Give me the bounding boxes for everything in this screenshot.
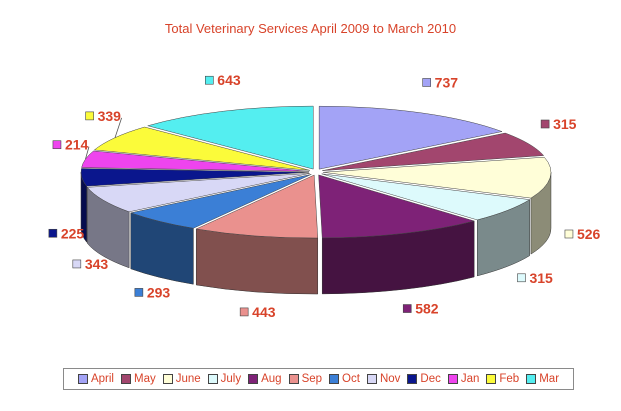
legend-item-june: June xyxy=(162,373,201,385)
label-swatch-may xyxy=(540,119,550,129)
legend-label: Nov xyxy=(379,373,401,385)
legend-swatch xyxy=(526,374,537,384)
legend-swatch xyxy=(329,374,340,384)
pie-slice-may xyxy=(322,132,545,171)
label-swatch-mar xyxy=(205,75,214,85)
leader-lines xyxy=(85,117,122,160)
legend-swatch xyxy=(120,374,131,384)
data-label-may: 315 xyxy=(553,116,577,132)
pie-slice-mar xyxy=(146,105,314,170)
chart-title: Total Veterinary Services April 2009 to … xyxy=(164,21,457,36)
legend-label: Sep xyxy=(301,373,323,385)
legend-label: Oct xyxy=(342,373,360,385)
legend-swatch xyxy=(447,374,458,384)
data-label-mar: 643 xyxy=(217,72,241,88)
chart-legend: April May June July Aug Sep Oct Nov Dec Jan Feb Mar xyxy=(63,368,574,390)
legend-swatch xyxy=(407,374,418,384)
legend-label: April xyxy=(90,373,114,385)
legend-swatch xyxy=(207,374,218,384)
data-label-oct: 293 xyxy=(147,284,171,300)
label-swatch-june xyxy=(564,229,574,239)
legend-item-dec: Dec xyxy=(407,373,441,385)
legend-item-mar: Mar xyxy=(526,373,559,385)
legend-label: July xyxy=(220,373,242,385)
pie-slice-june xyxy=(322,156,552,199)
legend-label: Jan xyxy=(460,373,480,385)
legend-item-sep: Sep xyxy=(288,373,323,385)
legend-item-oct: Oct xyxy=(329,373,360,385)
pie-top-faces xyxy=(80,105,552,239)
legend-label: May xyxy=(133,373,156,385)
legend-item-aug: Aug xyxy=(248,373,282,385)
label-swatch-dec xyxy=(48,228,58,238)
data-label-aug: 582 xyxy=(415,301,439,317)
legend-swatch xyxy=(366,374,377,384)
legend-item-july: July xyxy=(207,373,242,385)
data-label-feb: 339 xyxy=(98,108,122,124)
label-swatch-sep xyxy=(239,307,249,317)
pie-slice-july xyxy=(321,173,531,221)
pie-side-walls xyxy=(80,172,552,295)
legend-label: Mar xyxy=(539,373,560,385)
legend-swatch xyxy=(486,374,497,384)
pie-slice-aug xyxy=(318,174,476,239)
label-swatch-aug xyxy=(402,304,412,313)
legend-swatch xyxy=(248,374,259,384)
label-swatch-feb xyxy=(85,111,94,121)
legend-item-jan: Jan xyxy=(447,373,480,385)
label-swatch-jan xyxy=(52,140,62,150)
label-swatch-july xyxy=(517,273,526,283)
legend-label: Feb xyxy=(499,373,520,385)
data-label-april: 737 xyxy=(435,74,459,90)
leader-line-feb xyxy=(114,117,122,138)
legend-label: June xyxy=(175,373,201,385)
legend-item-feb: Feb xyxy=(486,373,519,385)
legend-item-nov: Nov xyxy=(366,373,401,385)
data-label-jan: 214 xyxy=(65,137,89,153)
pie-slice-april xyxy=(318,105,503,170)
data-label-sep: 443 xyxy=(252,304,276,320)
legend-swatch xyxy=(162,374,173,384)
data-label-june: 526 xyxy=(577,226,601,242)
label-swatch-april xyxy=(422,78,431,87)
data-label-july: 315 xyxy=(529,270,553,286)
legend-label: Dec xyxy=(420,373,441,385)
legend-swatch xyxy=(77,374,88,384)
label-swatch-nov xyxy=(72,259,82,269)
label-swatch-oct xyxy=(134,288,144,297)
pie-side-sep xyxy=(195,228,319,295)
pie-slice-nov xyxy=(86,173,310,213)
data-label-nov: 343 xyxy=(85,256,109,272)
data-label-dec: 225 xyxy=(61,225,85,241)
legend-item-april: April xyxy=(77,373,114,385)
legend-item-may: May xyxy=(120,373,156,385)
leader-line-jan xyxy=(85,146,90,160)
pie-slice-dec xyxy=(80,168,310,187)
pie-slice-sep xyxy=(195,174,319,239)
legend-swatch xyxy=(288,374,299,384)
legend-label: Aug xyxy=(261,373,282,385)
pie-slice-oct xyxy=(129,174,312,229)
